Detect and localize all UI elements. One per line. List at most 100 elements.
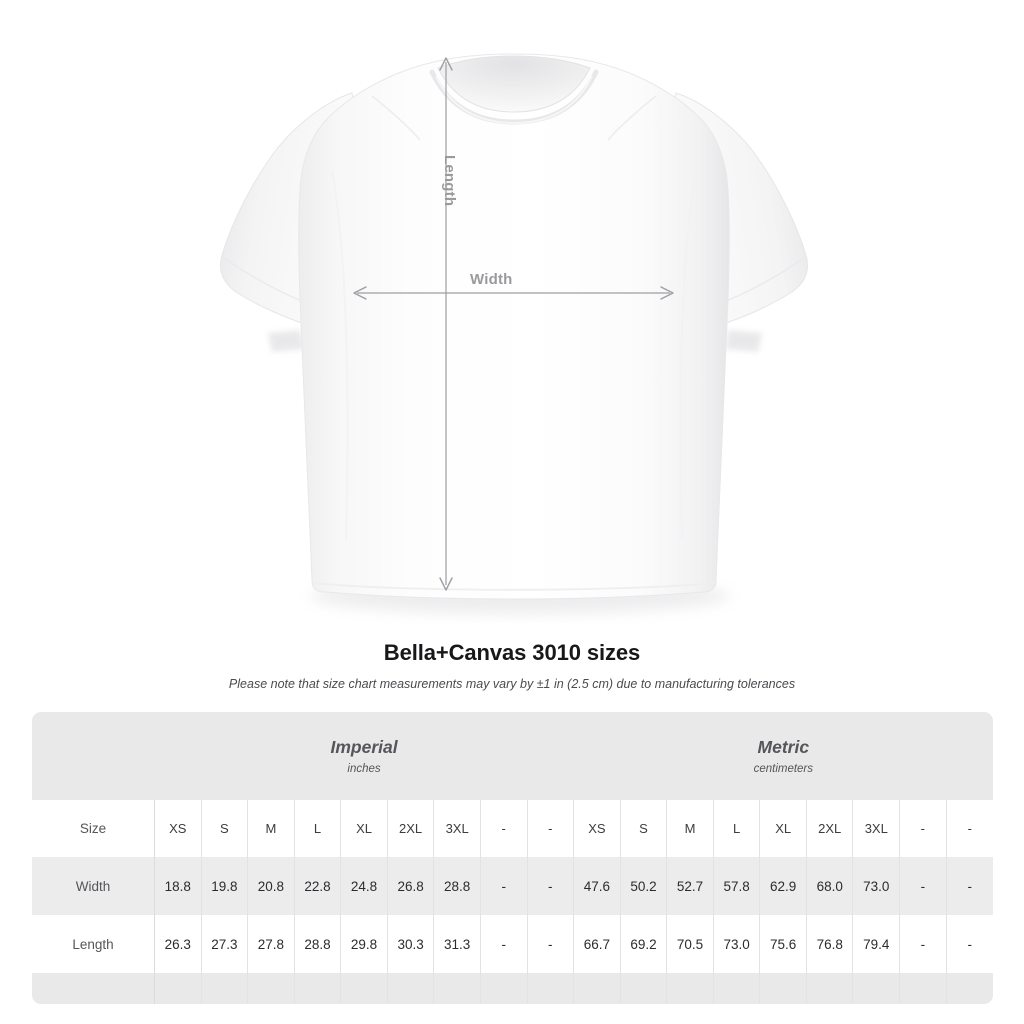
sleeve-shadow-left (268, 330, 305, 352)
page-title: Bella+Canvas 3010 sizes (383, 640, 641, 665)
size-imperial-8: - (527, 800, 575, 857)
length-metric-0: 66.7 (573, 915, 621, 973)
length-metric-6: 79.4 (852, 915, 901, 973)
collar-highlight (435, 75, 593, 125)
row-tail-cell (620, 973, 668, 1004)
row-tail-cell (247, 973, 295, 1004)
width-metric-8: - (946, 857, 993, 915)
size-metric-6: 3XL (852, 800, 901, 857)
unit-sub-metric: centimeters (753, 762, 814, 775)
row-label-size: Size (32, 800, 155, 857)
size-imperial-1: S (201, 800, 249, 857)
row-tail-cell (666, 973, 714, 1004)
unit-header-row: Imperial inches Metric centimeters (32, 712, 993, 800)
width-metric-5: 68.0 (806, 857, 854, 915)
neckline-opening (437, 55, 591, 113)
size-table-container[interactable]: Imperial inches Metric centimeters Size … (32, 712, 993, 1004)
length-measure-arrow (439, 57, 453, 591)
bottom-hem (313, 582, 715, 591)
length-metric-3: 73.0 (713, 915, 761, 973)
width-metric-6: 73.0 (852, 857, 901, 915)
length-imperial-3: 28.8 (294, 915, 342, 973)
unit-header-spacer (32, 712, 155, 800)
row-label-width: Width (32, 857, 155, 915)
table-row-length: Length 26.3 27.3 27.8 28.8 29.8 30.3 31.… (32, 915, 993, 973)
length-imperial-6: 31.3 (433, 915, 481, 973)
shoulder-seam-left (371, 95, 421, 141)
width-measure-label: Width (470, 271, 513, 288)
size-metric-4: XL (759, 800, 807, 857)
row-tail-cell (573, 973, 621, 1004)
row-tail-cell (946, 973, 993, 1004)
row-tail-cell (713, 973, 761, 1004)
length-metric-7: - (899, 915, 947, 973)
unit-sub-imperial: inches (347, 762, 381, 775)
length-imperial-4: 29.8 (340, 915, 388, 973)
size-imperial-4: XL (340, 800, 388, 857)
shoulder-seam-right (607, 95, 657, 141)
length-metric-4: 75.6 (759, 915, 807, 973)
length-imperial-7: - (480, 915, 528, 973)
row-tail-cell (806, 973, 854, 1004)
length-measure-label: Length (441, 155, 458, 207)
row-tail-cell (480, 973, 528, 1004)
width-metric-0: 47.6 (573, 857, 621, 915)
unit-header-imperial: Imperial inches (154, 712, 574, 800)
size-imperial-2: M (247, 800, 295, 857)
row-tail-cell (899, 973, 947, 1004)
row-tail-cell (433, 973, 481, 1004)
size-imperial-0: XS (154, 800, 202, 857)
length-imperial-8: - (527, 915, 575, 973)
body-fold-left (331, 169, 349, 541)
tolerance-note: Please note that size chart measurements… (228, 677, 796, 691)
length-metric-5: 76.8 (806, 915, 854, 973)
length-imperial-0: 26.3 (154, 915, 202, 973)
product-image-area: Length Width (220, 53, 808, 614)
table-row-width: Width 18.8 19.8 20.8 22.8 24.8 26.8 28.8… (32, 857, 993, 915)
row-tail-cell (387, 973, 435, 1004)
width-imperial-6: 28.8 (433, 857, 481, 915)
size-imperial-6: 3XL (433, 800, 481, 857)
length-metric-8: - (946, 915, 993, 973)
table-row-size: Size XS S M L XL 2XL 3XL - - XS S M L XL… (32, 800, 993, 857)
length-metric-2: 70.5 (666, 915, 714, 973)
width-metric-3: 57.8 (713, 857, 761, 915)
size-imperial-3: L (294, 800, 342, 857)
size-metric-7: - (899, 800, 947, 857)
sleeve-shadow-right (725, 330, 762, 352)
size-imperial-5: 2XL (387, 800, 435, 857)
width-imperial-0: 18.8 (154, 857, 202, 915)
length-metric-1: 69.2 (620, 915, 668, 973)
width-imperial-5: 26.8 (387, 857, 435, 915)
row-label-length: Length (32, 915, 155, 973)
row-tail-cell (154, 973, 202, 1004)
width-imperial-1: 19.8 (201, 857, 249, 915)
row-tail-cell (852, 973, 901, 1004)
row-tail-cell (340, 973, 388, 1004)
size-imperial-7: - (480, 800, 528, 857)
size-chart-heading: Bella+Canvas 3010 sizes Please note that… (0, 640, 1024, 691)
width-imperial-3: 22.8 (294, 857, 342, 915)
width-metric-7: - (899, 857, 947, 915)
width-measure-arrow (353, 286, 674, 300)
width-imperial-8: - (527, 857, 575, 915)
row-tail-cell (294, 973, 342, 1004)
width-imperial-2: 20.8 (247, 857, 295, 915)
row-tail-cell (759, 973, 807, 1004)
size-metric-8: - (946, 800, 993, 857)
size-metric-0: XS (573, 800, 621, 857)
row-tail-label (32, 973, 155, 1004)
width-imperial-7: - (480, 857, 528, 915)
width-metric-1: 50.2 (620, 857, 668, 915)
unit-name-imperial: Imperial (330, 737, 398, 758)
size-metric-1: S (620, 800, 668, 857)
size-metric-2: M (666, 800, 714, 857)
length-imperial-1: 27.3 (201, 915, 249, 973)
unit-header-metric: Metric centimeters (573, 712, 993, 800)
tshirt-illustration (220, 53, 808, 614)
width-metric-2: 52.7 (666, 857, 714, 915)
unit-name-metric: Metric (757, 737, 810, 758)
width-imperial-4: 24.8 (340, 857, 388, 915)
length-imperial-5: 30.3 (387, 915, 435, 973)
width-metric-4: 62.9 (759, 857, 807, 915)
